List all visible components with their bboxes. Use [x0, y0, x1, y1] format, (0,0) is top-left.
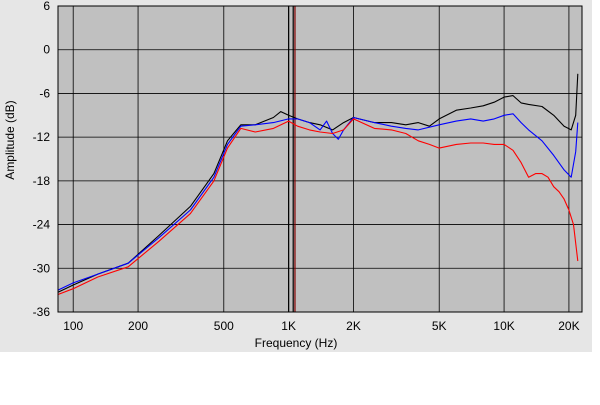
y-tick-label: -12	[33, 130, 51, 144]
series-line	[57, 113, 579, 291]
y-tick-label: -18	[33, 174, 51, 188]
x-tick-label: 5K	[432, 319, 447, 333]
y-tick-label: -24	[33, 218, 51, 232]
plot-area	[58, 6, 582, 312]
y-tick-label: -30	[33, 261, 51, 275]
x-tick-labels: 100 200 500 1K 2K 5K 10K 20K	[63, 319, 579, 333]
x-tick-label: 20K	[558, 319, 579, 333]
x-tick-label: 1K	[281, 319, 296, 333]
x-tick-label: 10K	[493, 319, 514, 333]
y-tick-labels: 6 0 -6 -12 -18 -24 -30 -36	[33, 0, 51, 319]
plot-frame	[57, 5, 583, 313]
y-tick-label: -36	[33, 305, 51, 319]
y-axis-label: Amplitude (dB)	[3, 100, 17, 179]
marker-lines	[288, 6, 296, 312]
x-tick-label: 200	[128, 319, 148, 333]
y-tick-label: 6	[43, 0, 50, 13]
y-tick-label: -6	[39, 86, 50, 100]
x-tick-label: 100	[63, 319, 83, 333]
series-lines	[57, 73, 579, 296]
x-tick-label: 500	[214, 319, 234, 333]
x-tick-label: 2K	[346, 319, 361, 333]
x-axis-label: Frequency (Hz)	[255, 336, 338, 350]
series-line	[57, 118, 579, 296]
y-tick-label: 0	[43, 43, 50, 57]
